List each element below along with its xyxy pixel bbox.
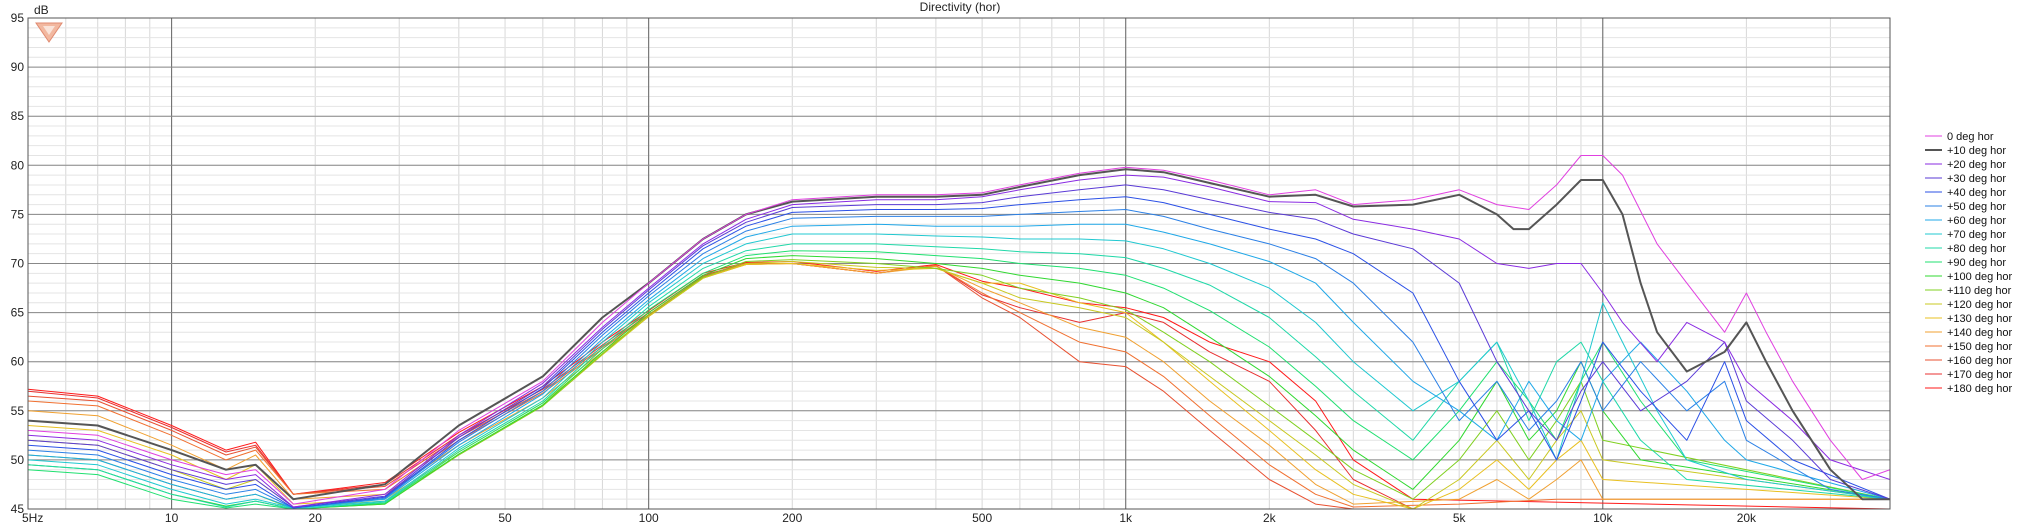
series-lines — [28, 155, 1890, 509]
series-line — [28, 243, 1890, 509]
legend-entry: +180 deg hor — [1947, 383, 2012, 395]
series-line — [28, 168, 1890, 501]
x-tick-label: 500 — [972, 511, 992, 525]
x-tick-label: 5Hz — [22, 511, 43, 525]
y-tick-label: 65 — [11, 306, 25, 320]
y-tick-label: 70 — [11, 257, 25, 271]
legend-entry: +20 deg hor — [1947, 159, 2006, 171]
x-tick-label: 10 — [165, 511, 179, 525]
plot-frame — [27, 17, 1891, 510]
legend-entry: +120 deg hor — [1947, 299, 2012, 311]
legend-entry: +80 deg hor — [1947, 243, 2006, 255]
x-tick-label: 10k — [1593, 511, 1613, 525]
legend-entry: +160 deg hor — [1947, 355, 2012, 367]
series-line — [28, 174, 1890, 508]
triangle-logo-icon — [35, 22, 63, 43]
series-line — [28, 196, 1890, 509]
series-line — [28, 209, 1890, 509]
x-tick-label: 100 — [639, 511, 659, 525]
legend-entry: +10 deg hor — [1947, 145, 2006, 157]
series-line — [28, 233, 1890, 509]
series-line — [28, 155, 1890, 505]
y-tick-label: 95 — [11, 11, 25, 25]
legend-entry: +60 deg hor — [1947, 215, 2006, 227]
legend-entry: +40 deg hor — [1947, 187, 2006, 199]
y-tick-label: 60 — [11, 355, 25, 369]
legend-entry: +30 deg hor — [1947, 173, 2006, 185]
series-line — [28, 250, 1890, 509]
legend-entry: +170 deg hor — [1947, 369, 2012, 381]
y-tick-label: 45 — [11, 502, 25, 516]
y-tick-label: 75 — [11, 207, 25, 221]
x-tick-label: 20k — [1737, 511, 1757, 525]
x-tick-label: 5k — [1453, 511, 1467, 525]
series-line — [28, 263, 1890, 505]
legend-entry: +70 deg hor — [1947, 229, 2006, 241]
legend-entry: +50 deg hor — [1947, 201, 2006, 213]
series-line — [28, 223, 1890, 509]
x-tick-label: 50 — [498, 511, 512, 525]
y-tick-label: 90 — [11, 60, 25, 74]
legend-entry: +130 deg hor — [1947, 313, 2012, 325]
series-line — [28, 184, 1890, 508]
legend: 0 deg hor +10 deg hor +20 deg hor +30 deg h… — [1925, 131, 2012, 395]
chart-title: Directivity (hor) — [920, 0, 1001, 14]
x-tick-label: 1k — [1119, 511, 1133, 525]
y-tick-labels: 95 90 85 80 75 70 65 60 55 50 45 — [11, 11, 25, 516]
x-tick-label: 200 — [782, 511, 802, 525]
legend-entry: +110 deg hor — [1947, 285, 2012, 297]
x-tick-labels: 5Hz 10 20 50 100 200 500 1k 2k 5k 10k 20k — [22, 511, 1757, 525]
legend-entry: +100 deg hor — [1947, 271, 2012, 283]
y-tick-label: 85 — [11, 109, 25, 123]
y-tick-label: 55 — [11, 404, 25, 418]
legend-entry: +140 deg hor — [1947, 327, 2012, 339]
x-tick-label: 2k — [1263, 511, 1277, 525]
legend-entry: +90 deg hor — [1947, 257, 2006, 269]
y-axis-label: dB — [34, 3, 49, 17]
y-tick-label: 80 — [11, 158, 25, 172]
y-tick-label: 50 — [11, 453, 25, 467]
legend-entry: 0 deg hor — [1947, 131, 1994, 143]
legend-entry: +150 deg hor — [1947, 341, 2012, 353]
x-tick-label: 20 — [309, 511, 323, 525]
